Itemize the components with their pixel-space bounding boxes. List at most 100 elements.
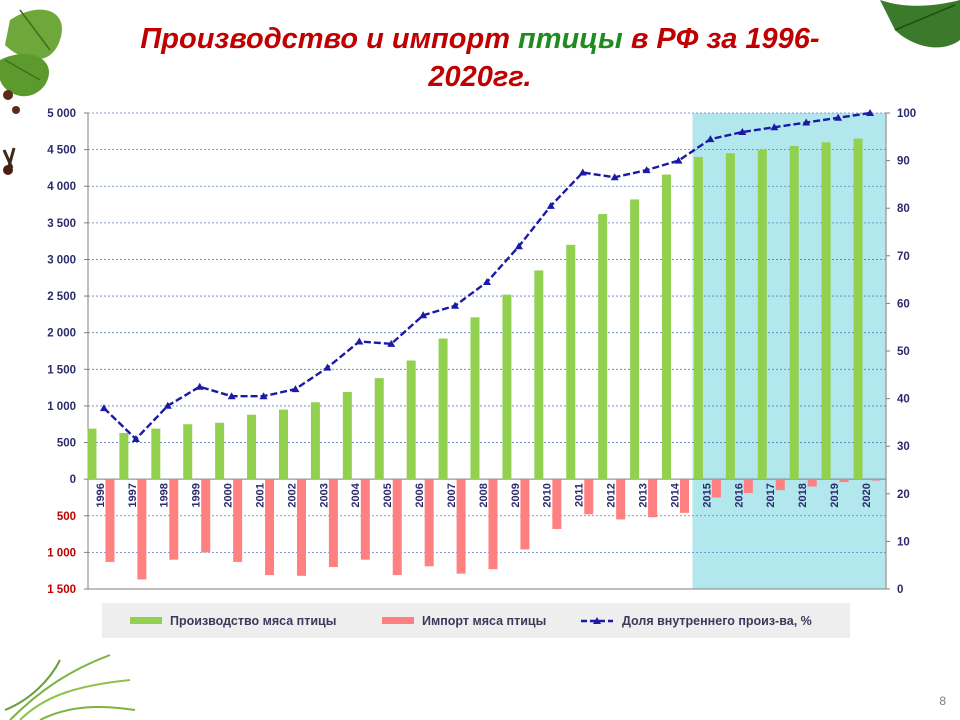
- share-marker: [195, 382, 204, 390]
- category-label: 2003: [318, 483, 330, 507]
- chart-legend: Производство мяса птицы Импорт мяса птиц…: [102, 603, 850, 638]
- left-tick-label: 4 500: [47, 145, 76, 157]
- right-tick-label: 60: [897, 298, 910, 310]
- import-bar: [169, 479, 179, 560]
- import-bar: [743, 479, 753, 494]
- category-label: 2020: [861, 483, 873, 507]
- left-tick-label: 4 000: [47, 181, 76, 193]
- category-label: 1999: [191, 483, 203, 507]
- production-bar: [470, 317, 480, 480]
- production-bar: [598, 214, 608, 480]
- production-bar: [87, 428, 97, 480]
- title-part-1: Производство и импорт: [140, 23, 519, 55]
- legend-swatch-import: [382, 617, 414, 624]
- legend-label-import: Импорт мяса птицы: [422, 613, 547, 628]
- production-bar: [853, 138, 863, 480]
- right-tick-label: 90: [897, 156, 910, 168]
- share-marker: [642, 166, 651, 174]
- share-marker: [706, 135, 715, 143]
- production-bar: [534, 270, 544, 480]
- import-bar: [233, 479, 243, 562]
- title-part-3: в РФ за 1996-2020гг.: [428, 23, 820, 93]
- share-marker: [451, 301, 460, 309]
- production-bar: [247, 414, 257, 480]
- left-tick-label: 5 000: [47, 108, 76, 120]
- left-tick-label: 2 000: [47, 328, 76, 340]
- right-tick-label: 70: [897, 251, 910, 263]
- leaf-decoration-top-left: [0, 9, 62, 175]
- left-tick-label: 1 500: [47, 584, 76, 596]
- production-bar: [438, 338, 448, 480]
- import-bar: [137, 479, 147, 580]
- left-tick-label: 500: [57, 438, 76, 450]
- import-bar: [201, 479, 211, 553]
- import-bar: [839, 479, 849, 483]
- category-label: 2000: [223, 483, 235, 507]
- category-label: 2012: [606, 483, 618, 507]
- category-label: 1998: [159, 483, 171, 507]
- share-marker: [163, 401, 172, 409]
- import-bar: [680, 479, 690, 513]
- left-tick-label: 0: [70, 474, 76, 486]
- production-bar: [342, 392, 352, 480]
- right-tick-label: 20: [897, 489, 910, 501]
- share-marker: [99, 404, 108, 412]
- import-bar: [616, 479, 626, 520]
- left-tick-label: 3 500: [47, 218, 76, 230]
- share-marker: [770, 123, 779, 131]
- legend-label-production: Производство мяса птицы: [170, 613, 337, 628]
- right-tick-label: 80: [897, 203, 910, 215]
- legend-label-share: Доля внутреннего произ-ва, %: [622, 613, 812, 628]
- category-label: 2018: [797, 483, 809, 507]
- category-label: 2019: [829, 483, 841, 507]
- import-bar: [648, 479, 658, 518]
- production-bar: [566, 244, 576, 480]
- import-bar: [871, 479, 881, 481]
- share-marker: [355, 337, 364, 345]
- legend-item-import: Импорт мяса птицы: [382, 603, 546, 638]
- category-label: 2017: [765, 483, 777, 507]
- import-bar: [775, 479, 785, 491]
- production-bar: [789, 145, 799, 480]
- share-marker: [578, 168, 587, 176]
- share-marker: [802, 118, 811, 126]
- chart-title: Производство и импорт птицы в РФ за 1996…: [95, 20, 865, 96]
- legend-line-share: [581, 616, 613, 624]
- import-bar: [584, 479, 594, 515]
- category-label: 2008: [478, 483, 490, 507]
- category-label: 1996: [95, 483, 107, 507]
- import-bar: [392, 479, 402, 576]
- left-tick-label: 1 500: [47, 364, 76, 376]
- category-label: 2010: [542, 483, 554, 507]
- share-marker: [259, 392, 268, 400]
- left-tick-label: 1 000: [47, 401, 76, 413]
- left-tick-label: 2 500: [47, 291, 76, 303]
- share-marker: [866, 109, 875, 116]
- import-bar: [520, 479, 530, 550]
- import-bar: [711, 479, 721, 498]
- share-marker: [546, 201, 555, 209]
- import-bar: [328, 479, 338, 568]
- title-accent-word: птицы: [518, 23, 623, 55]
- production-bar: [183, 424, 193, 480]
- right-tick-label: 0: [897, 584, 903, 596]
- right-tick-label: 10: [897, 536, 910, 548]
- production-bar: [278, 409, 288, 480]
- category-label: 2001: [254, 483, 266, 507]
- right-tick-label: 100: [897, 108, 916, 120]
- share-marker: [419, 311, 428, 319]
- share-marker: [291, 385, 300, 393]
- category-label: 2013: [638, 483, 650, 507]
- production-bar: [310, 402, 320, 480]
- share-marker: [131, 435, 140, 443]
- page-number: 8: [939, 694, 946, 708]
- category-label: 1997: [127, 483, 139, 507]
- share-marker: [738, 128, 747, 136]
- production-bar: [119, 433, 129, 480]
- category-label: 2009: [510, 483, 522, 507]
- leaf-decoration-bottom-left: [4, 654, 136, 720]
- production-bar: [725, 153, 735, 480]
- category-label: 2002: [286, 483, 298, 507]
- category-label: 2007: [446, 483, 458, 507]
- legend-item-share: Доля внутреннего произ-ва, %: [580, 603, 812, 638]
